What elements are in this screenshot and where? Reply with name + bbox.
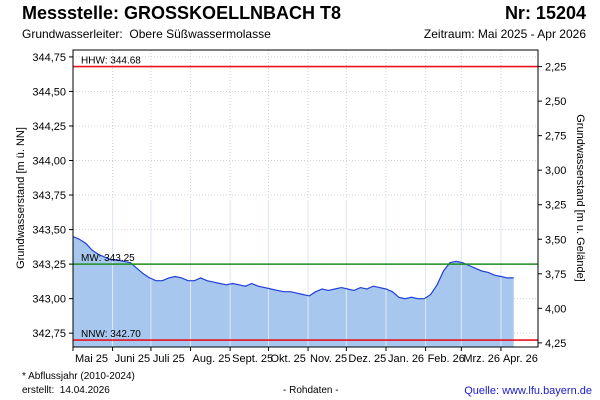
water-level-line — [72, 235, 514, 300]
y-axis-label-left: Grundwasserstand [m ü. NN] — [15, 127, 27, 269]
y-axis-label-right: Grundwasserstand [m u. Gelände] — [574, 114, 586, 282]
x-tick-label: Nov. 25 — [310, 353, 347, 365]
x-tick-label: Mrz. 26 — [463, 353, 500, 365]
station-number: Nr: 15204 — [504, 3, 586, 23]
period-label: Zeitraum: Mai 2025 - Apr 2026 — [423, 27, 586, 41]
water-level-area — [73, 236, 514, 347]
source-line[interactable]: Quelle: www.lfu.bayern.de — [464, 385, 592, 397]
created-date: 14.04.2026 — [59, 385, 110, 396]
aquifer-value: Obere Süßwassermolasse — [129, 27, 271, 41]
right-tick-label: 2,25 — [545, 62, 566, 74]
x-tick-label: Mai 25 — [75, 353, 108, 365]
rawdata-note: - Rohdaten - — [283, 385, 339, 396]
reference-lines: HHW: 344.68 MW: 343.25 NNW: 342.70 — [73, 56, 538, 341]
right-tick-label: 4,00 — [545, 303, 566, 315]
x-tick-label: Feb. 26 — [428, 353, 465, 365]
x-tick-label: Juni 25 — [115, 353, 150, 365]
footnote: * Abflussjahr (2010-2024) — [22, 371, 135, 382]
right-tick-label: 3,00 — [545, 165, 566, 177]
station-title: Messstelle: GROSSKOELLNBACH T8 — [22, 3, 342, 23]
created-label: erstellt: — [22, 385, 55, 396]
right-tick-label: 3,75 — [545, 269, 566, 281]
left-axis-ticks: 344,75 344,50 344,25 344,00 343,75 343,50 343,… — [32, 52, 73, 340]
x-tick-label: Apr. 26 — [503, 353, 538, 365]
y-tick-label: 343,75 — [32, 190, 66, 202]
x-tick-label: Sept. 25 — [232, 353, 273, 365]
x-tick-label: Jan. 26 — [388, 353, 424, 365]
right-tick-label: 2,50 — [545, 96, 566, 108]
y-tick-label: 342,75 — [32, 328, 66, 340]
created-line: erstellt: 14.04.2026 — [22, 385, 110, 396]
y-tick-label: 344,25 — [32, 121, 66, 133]
y-tick-label: 343,25 — [32, 259, 66, 271]
aquifer-line: Grundwasserleiter: Obere Süßwassermolass… — [22, 27, 271, 41]
y-tick-label: 344,75 — [32, 52, 66, 64]
right-tick-label: 3,50 — [545, 234, 566, 246]
x-tick-label: Juli 25 — [153, 353, 185, 365]
x-axis-ticks: Mai 25 Juni 25 Juli 25 Aug. 25 Sept. 25Okt. … — [72, 347, 538, 365]
reference-line-label: MW: 343.25 — [81, 253, 135, 264]
source-link[interactable]: www.lfu.bayern.de — [502, 385, 592, 397]
right-tick-label: 4,25 — [545, 338, 566, 350]
y-tick-label: 343,00 — [32, 294, 66, 306]
right-axis-ticks: 2,25 2,50 2,75 3,00 3,25 3,50 3,75 4,00 4,25 — [538, 62, 566, 350]
area-layer — [72, 200, 514, 347]
aquifer-label: Grundwasserleiter: — [22, 27, 123, 41]
y-tick-label: 344,50 — [32, 86, 66, 98]
reference-line-label: HHW: 344.68 — [81, 56, 141, 67]
y-tick-label: 343,50 — [32, 225, 66, 237]
y-tick-label: 344,00 — [32, 156, 66, 168]
right-tick-label: 3,25 — [545, 200, 566, 212]
x-tick-label: Dez. 25 — [348, 353, 386, 365]
x-tick-label: Okt. 25 — [270, 353, 305, 365]
plot-frame — [72, 49, 539, 348]
x-tick-label: Aug. 25 — [193, 353, 231, 365]
source-label: Quelle: — [464, 385, 500, 397]
reference-line-label: NNW: 342.70 — [81, 329, 141, 340]
right-tick-label: 2,75 — [545, 131, 566, 143]
